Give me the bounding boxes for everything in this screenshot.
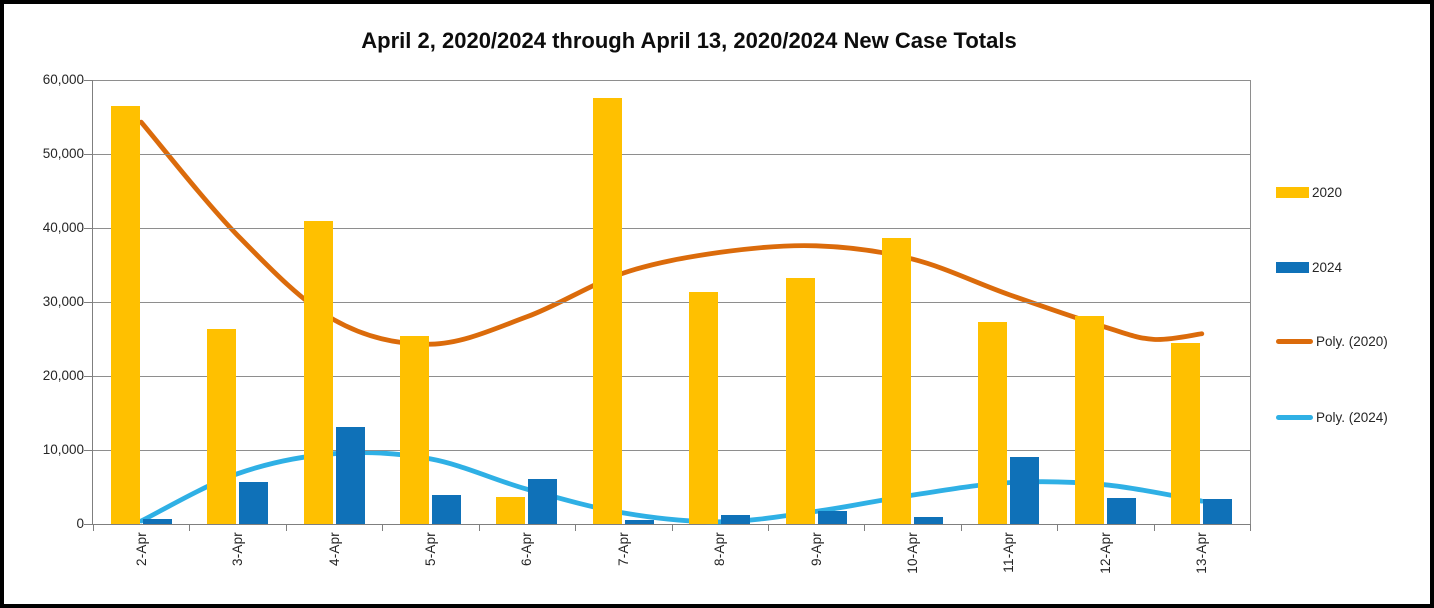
x-axis-tick bbox=[93, 525, 94, 531]
plot-area bbox=[84, 80, 1251, 531]
trend-line-Poly. (2020) bbox=[138, 119, 1205, 347]
y-axis-line bbox=[92, 80, 93, 525]
bar-2020-9-Apr bbox=[786, 278, 815, 524]
y-axis-tick bbox=[84, 228, 92, 229]
x-axis-tick bbox=[575, 525, 576, 531]
bar-2020-6-Apr bbox=[496, 497, 525, 524]
x-axis-label: 5-Apr bbox=[422, 532, 438, 567]
bar-2020-10-Apr bbox=[882, 238, 911, 524]
bar-2024-11-Apr bbox=[1010, 457, 1039, 524]
y-axis-tick bbox=[84, 450, 92, 451]
bar-2024-8-Apr bbox=[721, 515, 750, 524]
bar-2020-11-Apr bbox=[978, 322, 1007, 524]
y-axis-label: 20,000 bbox=[42, 368, 84, 383]
bar-2020-3-Apr bbox=[207, 329, 236, 524]
legend-entry-2020: 2020 bbox=[1276, 184, 1343, 200]
gridline bbox=[93, 302, 1250, 303]
legend-swatch-Poly. (2020) bbox=[1276, 338, 1313, 344]
x-axis-label: 9-Apr bbox=[808, 532, 824, 567]
y-axis-tick bbox=[84, 302, 92, 303]
x-axis-tick bbox=[768, 525, 769, 531]
legend-swatch-2024 bbox=[1276, 261, 1309, 273]
bar-2024-5-Apr bbox=[432, 495, 461, 524]
x-axis-label: 4-Apr bbox=[326, 532, 342, 567]
x-axis-tick bbox=[961, 525, 962, 531]
y-axis-tick bbox=[84, 524, 92, 525]
bar-2020-8-Apr bbox=[689, 292, 718, 524]
y-axis-label: 40,000 bbox=[42, 220, 84, 235]
x-axis-label: 13-Apr bbox=[1194, 532, 1210, 574]
x-axis-tick bbox=[1250, 525, 1251, 531]
y-axis-label: 50,000 bbox=[42, 146, 84, 161]
bar-2024-6-Apr bbox=[528, 479, 557, 524]
x-axis-label: 11-Apr bbox=[1001, 532, 1017, 573]
bar-2024-9-Apr bbox=[818, 511, 847, 524]
gridline bbox=[93, 154, 1250, 155]
bar-2020-12-Apr bbox=[1075, 316, 1104, 524]
bar-2024-7-Apr bbox=[625, 520, 654, 524]
x-axis-tick bbox=[672, 525, 673, 531]
bar-2024-12-Apr bbox=[1107, 498, 1136, 524]
x-axis-tick bbox=[1154, 525, 1155, 531]
x-axis-label: 8-Apr bbox=[712, 532, 728, 567]
bar-2020-13-Apr bbox=[1171, 343, 1200, 524]
bar-2020-4-Apr bbox=[304, 221, 333, 524]
gridline bbox=[93, 80, 1250, 81]
bar-2024-13-Apr bbox=[1203, 499, 1232, 524]
bar-2024-4-Apr bbox=[336, 427, 365, 524]
bar-2024-10-Apr bbox=[914, 517, 943, 524]
gridline bbox=[93, 228, 1250, 229]
y-axis-label: 60,000 bbox=[42, 72, 84, 87]
x-axis-line bbox=[92, 524, 1251, 525]
x-axis-label: 10-Apr bbox=[905, 532, 921, 574]
legend-label: Poly. (2020) bbox=[1316, 333, 1388, 349]
legend-entry-Poly. (2024): Poly. (2024) bbox=[1276, 409, 1388, 425]
y-axis-label: 30,000 bbox=[42, 294, 84, 309]
bar-2020-7-Apr bbox=[593, 98, 622, 524]
bar-2020-2-Apr bbox=[111, 106, 140, 524]
x-axis-label: 6-Apr bbox=[519, 532, 535, 567]
x-axis-tick bbox=[286, 525, 287, 531]
legend-label: 2024 bbox=[1312, 259, 1343, 275]
y-axis-tick bbox=[84, 80, 92, 81]
y-axis-label: 10,000 bbox=[42, 442, 84, 457]
x-axis-label: 3-Apr bbox=[230, 532, 246, 567]
trend-line-Poly. (2024) bbox=[138, 450, 1205, 525]
bar-2020-5-Apr bbox=[400, 336, 429, 524]
y-axis-label: 0 bbox=[76, 516, 84, 531]
x-axis-label: 7-Apr bbox=[615, 532, 631, 567]
bar-2024-3-Apr bbox=[239, 482, 268, 524]
legend: 2020 2024 Poly. (2020) Poly. (2024) bbox=[1276, 4, 1430, 604]
chart-title: April 2, 2020/2024 through April 13, 202… bbox=[361, 28, 1017, 53]
legend-label: 2020 bbox=[1312, 184, 1343, 200]
legend-label: Poly. (2024) bbox=[1316, 409, 1388, 425]
x-axis-tick bbox=[189, 525, 190, 531]
x-axis-tick bbox=[864, 525, 865, 531]
y-axis-tick bbox=[84, 154, 92, 155]
y-axis-tick bbox=[84, 376, 92, 377]
gridline bbox=[93, 376, 1250, 377]
legend-swatch-2020 bbox=[1276, 186, 1309, 198]
x-axis-label: 2-Apr bbox=[133, 532, 149, 567]
legend-swatch-Poly. (2024) bbox=[1276, 414, 1313, 420]
legend-entry-Poly. (2020): Poly. (2020) bbox=[1276, 333, 1388, 349]
legend-entry-2024: 2024 bbox=[1276, 259, 1343, 275]
bar-2024-2-Apr bbox=[143, 519, 172, 524]
x-axis-tick bbox=[479, 525, 480, 531]
x-axis-tick bbox=[1057, 525, 1058, 531]
plot-right-border bbox=[1250, 80, 1251, 525]
gridline bbox=[93, 450, 1250, 451]
x-axis-label: 12-Apr bbox=[1097, 532, 1113, 574]
x-axis-tick bbox=[382, 525, 383, 531]
